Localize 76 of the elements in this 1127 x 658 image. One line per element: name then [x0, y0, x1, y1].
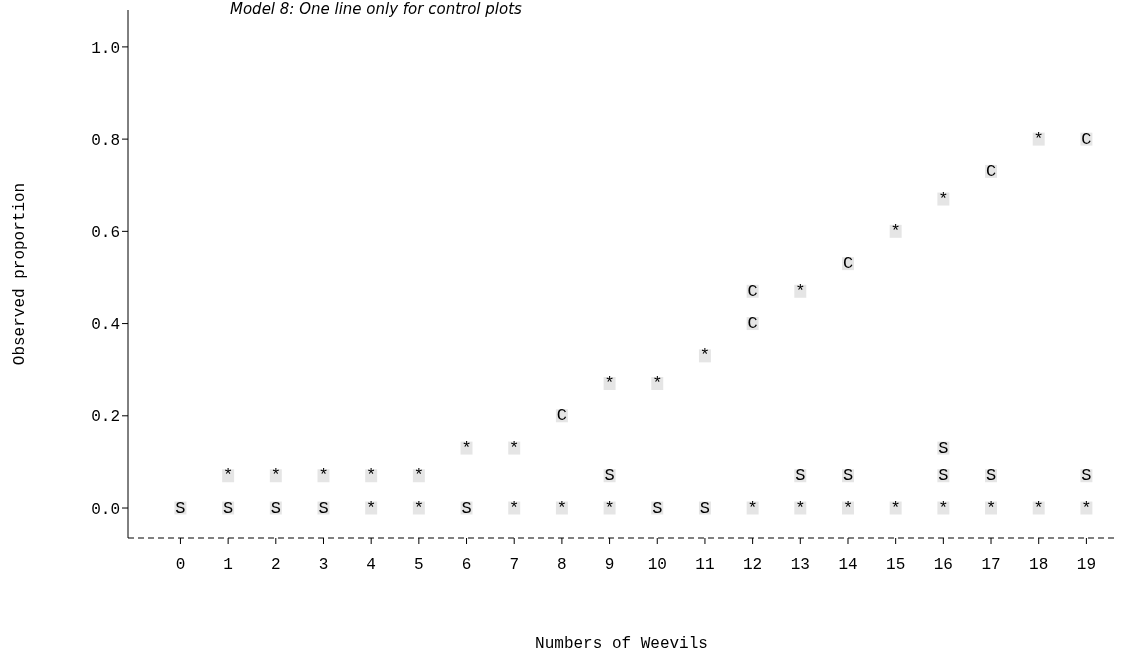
x-tick-label: 15: [886, 556, 906, 575]
text: C: [747, 314, 758, 334]
chart-title: Model 8: One line only for control plots: [230, 0, 522, 18]
x-tick-label: 11: [695, 556, 715, 575]
x-tick-label: 1: [223, 556, 233, 575]
text: S: [175, 498, 186, 518]
series-label: *: [413, 498, 424, 518]
text: *: [461, 438, 472, 458]
x-tick-label: 16: [933, 556, 953, 575]
text: C: [985, 161, 997, 181]
text: S: [604, 466, 615, 486]
text: *: [938, 189, 949, 209]
text: S: [842, 466, 854, 486]
text: *: [223, 466, 234, 486]
text: S: [318, 498, 329, 518]
text: *: [842, 498, 854, 518]
series-label: C: [842, 254, 854, 274]
text: *: [270, 466, 281, 486]
y-tick-label: 0.4: [91, 316, 120, 335]
x-tick-label: 7: [509, 556, 520, 575]
text: S: [938, 466, 949, 486]
x-tick-label: 2: [271, 556, 281, 575]
x-tick-label: 13: [790, 556, 810, 575]
x-tick-label: 18: [1029, 556, 1049, 575]
x-tick-label: 17: [981, 556, 1001, 575]
y-tick-label: 0.0: [91, 500, 120, 519]
x-tick-label: 8: [557, 556, 567, 575]
x-tick-label: 4: [366, 556, 376, 575]
text: *: [604, 374, 615, 394]
x-axis-title: Numbers of Weevils: [535, 635, 708, 653]
series-label: S: [461, 498, 472, 518]
text: S: [652, 498, 663, 518]
text: *: [652, 374, 663, 394]
y-tick-label: 0.2: [91, 408, 120, 427]
text: S: [1081, 466, 1092, 486]
text: *: [795, 281, 806, 301]
text: *: [1033, 129, 1044, 149]
text: *: [795, 498, 806, 518]
text: S: [223, 498, 234, 518]
x-tick-label: 10: [647, 556, 667, 575]
y-tick-label: 1.0: [91, 39, 120, 58]
text: *: [1033, 498, 1044, 518]
text: *: [366, 466, 377, 486]
text: S: [270, 498, 281, 518]
text: C: [747, 281, 758, 301]
text: *: [985, 498, 997, 518]
text: *: [604, 498, 615, 518]
text: S: [938, 438, 949, 458]
text: *: [699, 346, 711, 366]
text: C: [556, 406, 567, 426]
x-tick-label: 9: [604, 556, 615, 575]
text: *: [509, 498, 520, 518]
text: *: [747, 498, 758, 518]
text: C: [1081, 129, 1092, 149]
x-tick-label: 0: [175, 556, 186, 575]
x-tick-label: 14: [838, 556, 858, 575]
x-tick-label: 12: [743, 556, 763, 575]
text: *: [938, 498, 949, 518]
x-tick-label: 5: [414, 556, 424, 575]
y-tick-label: 0.8: [91, 131, 120, 150]
text: *: [366, 498, 377, 518]
text: *: [509, 438, 520, 458]
x-tick-label: 19: [1076, 556, 1096, 575]
text: *: [413, 466, 424, 486]
y-axis-title: Observed proportion: [10, 182, 29, 366]
y-tick-label: 0.6: [91, 224, 120, 243]
x-tick-label: 3: [318, 556, 329, 575]
text: S: [985, 466, 997, 486]
text: *: [890, 221, 901, 241]
text: *: [1081, 498, 1092, 518]
x-tick-label: 6: [461, 556, 472, 575]
text: S: [795, 466, 806, 486]
text: S: [699, 498, 711, 518]
text: *: [318, 466, 329, 486]
text: *: [890, 498, 901, 518]
text: *: [556, 498, 567, 518]
